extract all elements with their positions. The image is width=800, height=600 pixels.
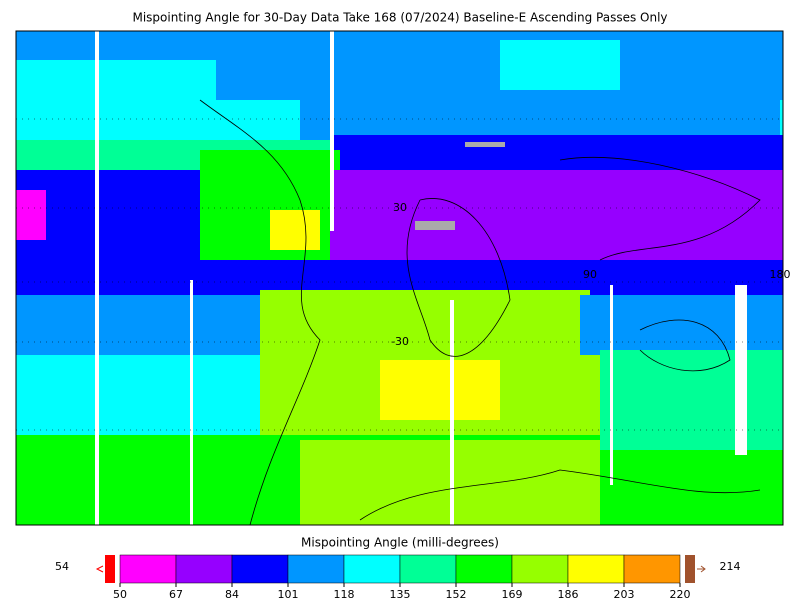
under-box: [105, 555, 115, 583]
colorbar-tick-label: 67: [169, 588, 183, 600]
field-patch: [16, 190, 46, 240]
colorbar-segment: [287, 554, 345, 584]
colorbar-tick-label: 118: [334, 588, 355, 600]
colorbar-segment: [567, 554, 625, 584]
graticule-label: 180: [770, 268, 791, 281]
field-patch: [16, 295, 266, 355]
min-value: 54: [55, 560, 69, 573]
no-data-stripe: [95, 31, 99, 525]
field-patch: [16, 355, 266, 435]
under-arrow: [95, 565, 104, 573]
colorbar-segment: [231, 554, 289, 584]
over-arrow: [697, 565, 706, 573]
map: 30 -30 90 180: [16, 31, 791, 526]
field-patch: [260, 290, 590, 360]
field-patch: [270, 210, 320, 250]
colorbar: 50 67 84 101 118 135 152 169 186 203 220: [105, 554, 695, 600]
map-frame: [15, 30, 784, 526]
colorbar-segment: [343, 554, 401, 584]
colorbar-segment: [623, 554, 681, 584]
graticule-label: 30: [393, 201, 407, 214]
colorbar-title: Mispointing Angle (milli-degrees): [301, 536, 499, 550]
colorbar-tick-label: 169: [502, 588, 523, 600]
no-data-patch: [415, 221, 455, 230]
no-data-stripe: [450, 300, 454, 525]
field-patch: [380, 360, 500, 420]
graticule-label: 90: [583, 268, 597, 281]
field-patch: [580, 295, 783, 355]
field-patch: [600, 350, 783, 450]
colorbar-segment: [175, 554, 233, 584]
colorbar-tick-label: 186: [558, 588, 579, 600]
colorbar-tick-label: 203: [614, 588, 635, 600]
colorbar-tick-label: 135: [390, 588, 411, 600]
field-patch: [16, 170, 216, 260]
colorbar-segment: [455, 554, 513, 584]
colorbar-segment: [399, 554, 457, 584]
colorbar-segment: [119, 554, 177, 584]
colorbar-tick-label: 152: [446, 588, 467, 600]
over-box: [685, 555, 695, 583]
graticule-label: -30: [391, 335, 409, 348]
colorbar-tick-label: 50: [113, 588, 127, 600]
field-patch: [300, 100, 780, 140]
field-patch: [330, 170, 783, 260]
colorbar-tick-label: 84: [225, 588, 239, 600]
max-value: 214: [720, 560, 741, 573]
colorbar-tick-label: 101: [278, 588, 299, 600]
field-patch: [16, 60, 216, 100]
no-data-stripe: [190, 280, 193, 525]
coastline: [199, 99, 761, 526]
no-data-stripe: [735, 285, 747, 455]
field-patch: [500, 40, 620, 90]
colorbar-segment: [511, 554, 569, 584]
no-data-stripe: [610, 285, 613, 485]
no-data-patch: [465, 142, 505, 147]
chart-title: Mispointing Angle for 30-Day Data Take 1…: [132, 11, 667, 25]
no-data-stripe: [330, 31, 334, 231]
colorbar-tick-label: 220: [670, 588, 691, 600]
